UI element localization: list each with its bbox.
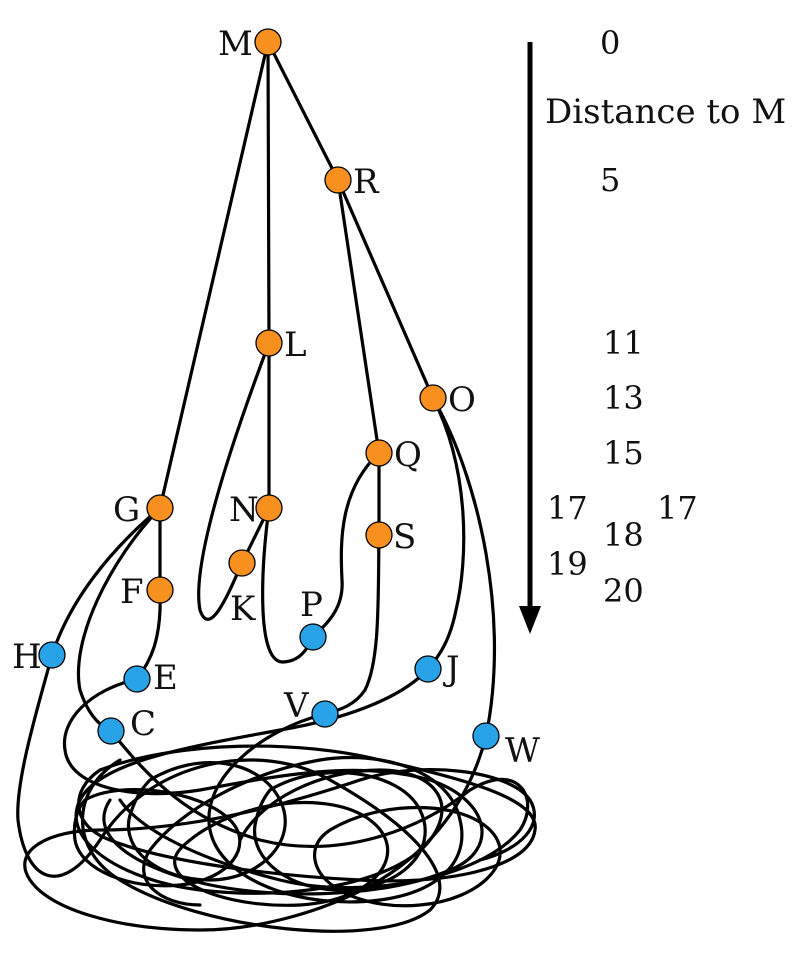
tangle-loop-6 [72,788,242,888]
node-V [311,700,339,728]
tangled-edges [16,653,537,933]
edge-N-P [261,506,315,664]
distance-label: 5 [600,161,620,199]
distance-label: 13 [603,379,644,417]
distance-label: 19 [547,545,588,583]
node-O [419,384,447,412]
node-label-V: V [283,686,310,726]
node-M [254,28,282,56]
edge-O-W [431,396,497,738]
node-Q [365,439,393,467]
edge-R-O [336,178,435,400]
node-label-C: C [130,704,156,744]
node-label-M: M [218,24,253,64]
distance-label: 17 [657,489,698,527]
tangle-loop-1 [77,744,537,883]
distance-label: 17 [547,489,588,527]
node-label-S: S [393,517,416,557]
node-E [123,665,151,693]
distance-label: 20 [603,572,644,610]
node-label-N: N [229,490,259,530]
node-F [146,576,174,604]
tangle-from-W [23,734,536,932]
edge-G-H [50,506,162,657]
distance-label: 15 [603,434,644,472]
edge-M-L [266,40,271,345]
distance-label: 0 [600,24,620,62]
edges [50,40,497,738]
tangle-loop-5 [312,805,502,908]
node-label-H: H [12,637,42,677]
distance-label: 11 [603,324,644,362]
node-labels: M R L O Q G N S K F P H E J C V W [12,24,540,771]
tangle-loop-3 [253,771,427,892]
node-label-L: L [284,325,307,365]
node-label-P: P [300,585,323,625]
node-N [255,494,283,522]
edge-M-R [266,40,340,182]
node-label-F: F [120,572,144,612]
node-J [414,655,442,683]
tangle-from-H [16,653,442,933]
node-label-J: J [443,649,460,689]
edge-R-Q [336,178,381,455]
node-label-Q: Q [394,435,422,475]
tangle-loop-2 [126,760,287,882]
edge-L-K [197,341,271,621]
distance-label: 18 [603,516,644,554]
nodes [38,28,500,750]
node-K [228,549,256,577]
node-label-K: K [230,589,256,629]
node-G [146,494,174,522]
edge-O-J [426,396,466,671]
node-label-E: E [153,658,178,698]
node-C [97,717,125,745]
tangle-loop-4 [173,800,390,907]
node-P [299,623,327,651]
edge-S-V [323,533,381,716]
node-H [38,641,66,669]
node-label-R: R [353,162,380,202]
edge-M-G [158,40,270,510]
node-L [255,329,283,357]
node-S [365,521,393,549]
node-W [472,722,500,750]
distance-labels: 0 5 11 13 15 17 17 18 19 20 [547,24,698,610]
axis-title: Distance to M [545,92,786,132]
node-label-G: G [113,490,140,530]
node-R [324,166,352,194]
edge-G-C [76,506,162,733]
edge-Q-P [311,451,381,639]
node-label-W: W [505,731,540,771]
node-label-O: O [448,380,476,420]
distance-arrow [519,42,541,634]
